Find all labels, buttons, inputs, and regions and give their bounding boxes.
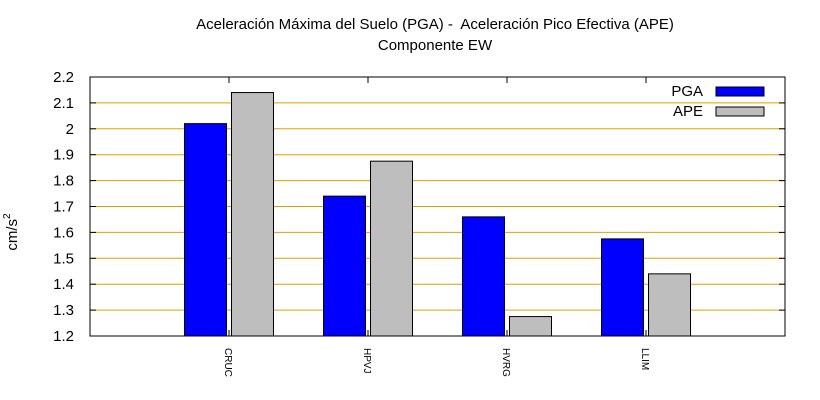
legend-label-pga: PGA: [671, 83, 703, 100]
x-tick-label: LLIM: [639, 348, 650, 370]
bar-pga-cruc: [184, 123, 227, 337]
y-tick-label: 1.3: [53, 302, 74, 319]
bar-pga-hpvj: [323, 195, 366, 337]
y-axis-label-exponent: 2: [2, 213, 13, 219]
bar-pga-llim: [601, 238, 644, 337]
y-tick-label: 2.1: [53, 95, 74, 112]
y-tick-label: 1.2: [53, 328, 74, 345]
legend: PGA APE: [671, 83, 765, 120]
axes: 1.2 1.3 1.4 1.5 1.6 1.7 1.8 1.9 2 2.1 2.2 CRUC HPVJ H…: [53, 69, 786, 377]
chart-title: Aceleración Máxima del Suelo (PGA) - Ace…: [196, 16, 674, 33]
bar-ape-hvrg: [509, 316, 552, 337]
y-tick-label: 2.2: [53, 69, 74, 86]
y-tick-label: 1.7: [53, 199, 74, 216]
plot-border: [89, 76, 786, 337]
y-tick-label: 1.6: [53, 224, 74, 241]
legend-swatch-ape: [715, 106, 765, 117]
y-axis-label-base: cm/s: [4, 219, 21, 251]
bar-ape-hpvj: [370, 160, 413, 337]
y-tick-label: 2: [66, 121, 74, 138]
bar-ape-llim: [648, 273, 691, 337]
legend-swatch-pga: [715, 86, 765, 97]
y-tick-label: 1.9: [53, 147, 74, 164]
y-tick-label: 1.8: [53, 173, 74, 190]
bars: [184, 92, 691, 337]
y-tick-label: 1.5: [53, 250, 74, 267]
y-axis-label: cm/s2: [2, 213, 21, 251]
x-tick-label: CRUC: [222, 348, 233, 377]
legend-label-ape: APE: [673, 103, 703, 120]
y-tick-label: 1.4: [53, 276, 74, 293]
chart-subtitle: Componente EW: [377, 37, 493, 54]
x-tick-label: HVRG: [500, 348, 511, 377]
bar-ape-cruc: [231, 92, 274, 337]
bar-pga-hvrg: [462, 216, 505, 337]
x-tick-label: HPVJ: [361, 348, 372, 374]
